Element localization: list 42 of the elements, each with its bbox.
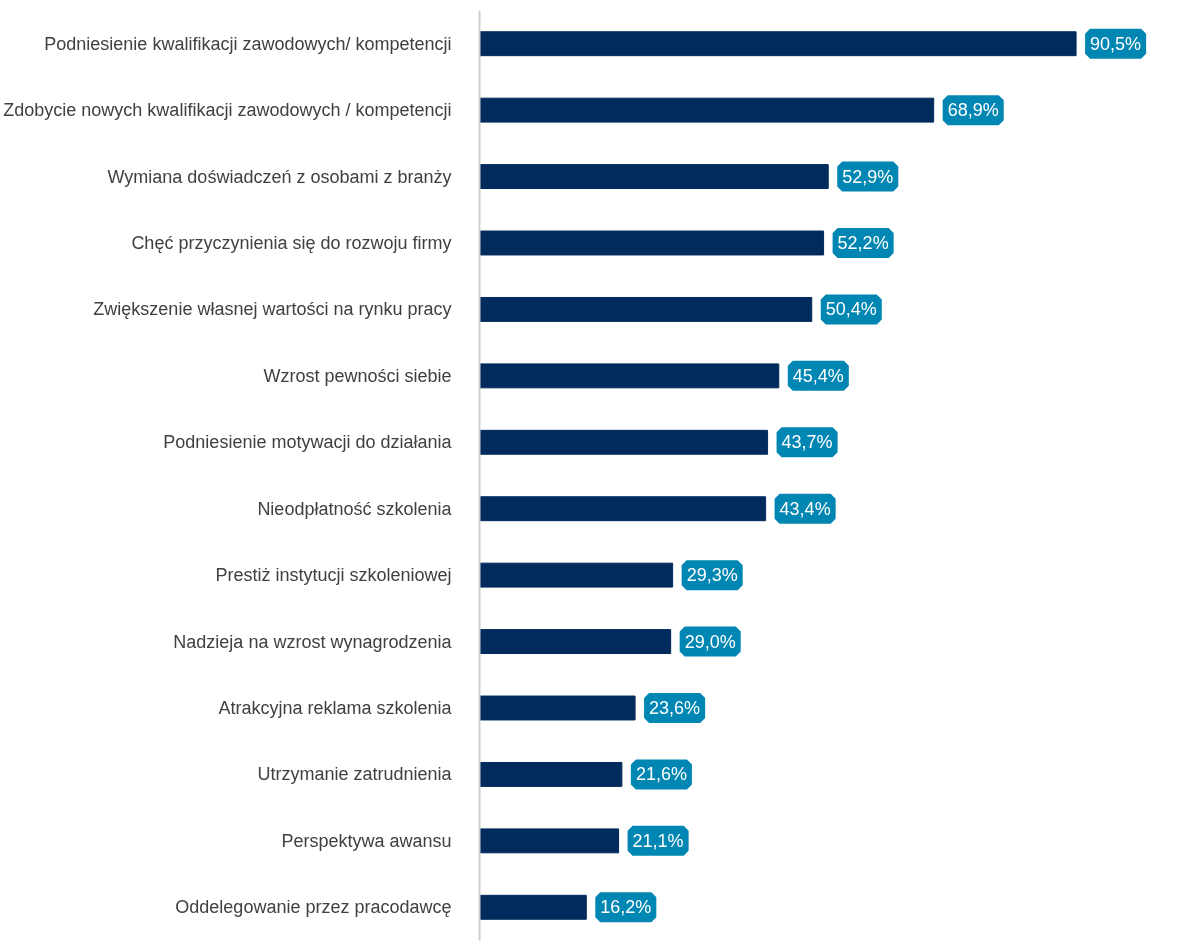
y-tick-label: Utrzymanie zatrudnienia [257, 764, 453, 785]
data-label: 43,7% [781, 432, 833, 453]
y-tick-label: Zdobycie nowych kwalifikacji zawodowych / kompetencji [3, 100, 452, 121]
bar [479, 230, 825, 256]
data-label: 52,2% [837, 233, 889, 253]
y-tick-label: Atrakcyjna reklama szkolenia [218, 698, 453, 718]
bar [479, 562, 674, 588]
bar [479, 629, 672, 655]
y-tick-label: Wzrost pewności siebie [263, 365, 452, 386]
bar [479, 828, 620, 854]
y-tick-label: Oddelegowanie przez pracodawcę [175, 897, 452, 918]
data-label: 29,3% [686, 565, 738, 586]
data-label: 21,6% [635, 764, 687, 785]
bar [479, 296, 813, 322]
bar [479, 31, 1077, 57]
data-label: 50,4% [825, 299, 877, 320]
bar [479, 164, 829, 190]
bar [479, 894, 587, 920]
y-tick-label: Podniesienie motywacji do działania [163, 432, 453, 453]
bar [479, 429, 769, 455]
y-tick-label: Nadzieja na wzrost wynagrodzenia [173, 631, 453, 652]
data-label: 21,1% [632, 830, 684, 851]
y-tick-label: Chęć przyczynienia się do rozwoju firmy [131, 233, 452, 253]
y-tick-label: Perspektywa awansu [281, 830, 452, 851]
data-label: 68,9% [947, 100, 999, 121]
y-tick-label: Podniesienie kwalifikacji zawodowych/ kompetencji [44, 33, 452, 54]
data-label: 23,6% [649, 698, 701, 718]
y-tick-label: Nieodpłatność szkolenia [257, 498, 453, 519]
data-label: 52,9% [842, 166, 894, 187]
bar [479, 695, 636, 721]
data-label: 16,2% [600, 897, 652, 918]
bar [479, 363, 780, 389]
data-label: 90,5% [1090, 33, 1142, 54]
y-tick-label: Prestiż instytucji szkoleniowej [215, 565, 452, 586]
data-label: 45,4% [792, 365, 844, 386]
bar [479, 761, 623, 787]
y-tick-label: Zwiększenie własnej wartości na rynku pracy [93, 299, 452, 320]
bar [479, 496, 767, 522]
y-tick-label: Wymiana doświadczeń z osobami z branży [107, 166, 452, 187]
bar [479, 97, 935, 123]
data-label: 43,4% [779, 498, 831, 519]
data-label: 29,0% [684, 631, 736, 652]
